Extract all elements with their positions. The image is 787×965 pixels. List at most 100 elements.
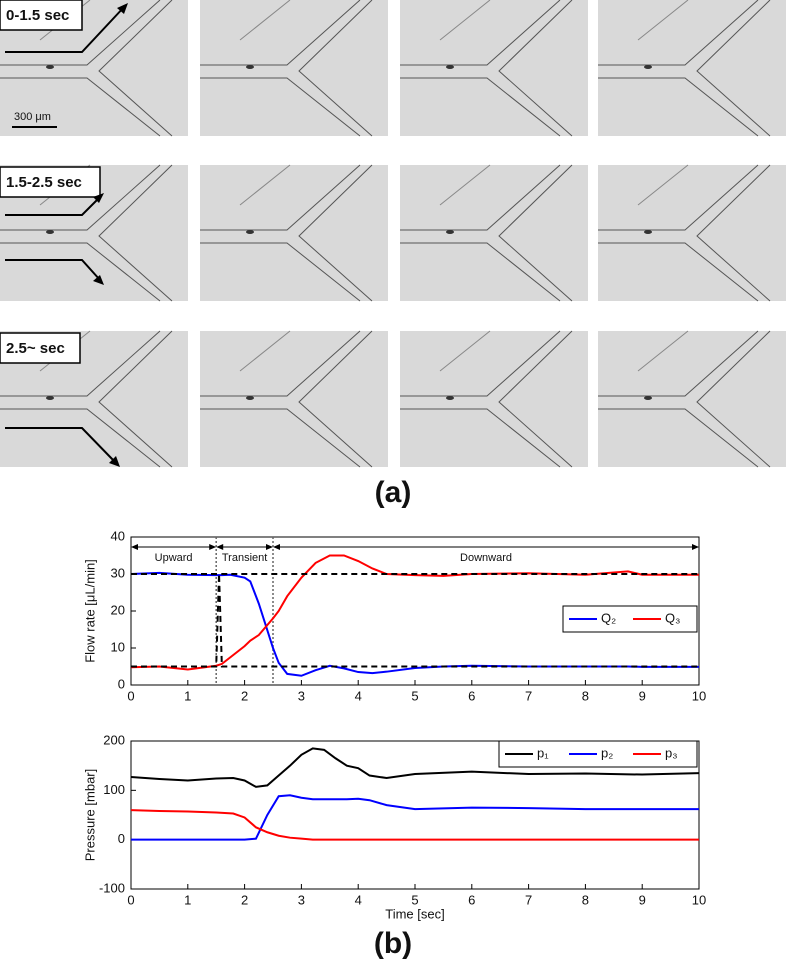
y-tick-label: 200 [103, 732, 125, 747]
channel-wall [439, 164, 491, 206]
channel-wall [598, 408, 759, 468]
arrow-head [93, 275, 104, 285]
particle [46, 65, 54, 69]
label-box [0, 332, 81, 364]
panel-label: (a) [375, 476, 412, 509]
x-tick-label: 2 [241, 688, 248, 703]
channel-wall [400, 164, 561, 231]
channel-wall [637, 330, 689, 372]
channel-wall [200, 77, 361, 137]
particle [644, 65, 652, 69]
channel-wall [0, 0, 161, 66]
scale-label: 300 μm [14, 111, 51, 123]
channel-wall [439, 0, 491, 41]
channel-wall [0, 408, 161, 468]
region-label: Upward [155, 552, 193, 564]
channel-wall [298, 164, 373, 302]
label-box [0, 166, 101, 198]
micrographs [0, 0, 786, 468]
arrow-head [109, 456, 120, 467]
x-tick-label: 4 [355, 688, 362, 703]
channel-wall [0, 77, 161, 137]
channel-wall [0, 164, 161, 231]
y-tick-label: 100 [103, 782, 125, 797]
legend-label: p₂ [601, 745, 613, 760]
x-tick-label: 1 [184, 688, 191, 703]
channel-wall [439, 330, 491, 372]
channel-wall [200, 408, 361, 468]
particle [246, 396, 254, 400]
channel-wall [598, 330, 759, 397]
x-tick-label: 0 [127, 688, 134, 703]
channel-wall [400, 408, 561, 468]
channel-wall [298, 330, 373, 468]
channel-wall [200, 330, 361, 397]
x-tick-label: 3 [298, 892, 305, 907]
series-line [130, 809, 699, 841]
y-tick-label: 0 [118, 676, 125, 691]
row-label: 1.5-2.5 sec [6, 174, 82, 191]
row-label: 2.5~ sec [6, 340, 65, 357]
micrograph [400, 0, 588, 136]
x-tick-label: 4 [355, 892, 362, 907]
channel-wall [498, 0, 573, 137]
row-label-2: 1.5-2.5 sec [0, 166, 101, 198]
x-tick-label: 1 [184, 892, 191, 907]
y-axis-label: Pressure [mbar] [82, 769, 97, 861]
region-label: Downward [460, 552, 512, 564]
x-tick-label: 0 [127, 892, 134, 907]
y-tick-label: 40 [111, 528, 125, 543]
channel-wall [400, 0, 561, 66]
x-tick-label: 6 [468, 688, 475, 703]
channel-wall [598, 0, 759, 66]
channel-wall [598, 77, 759, 137]
region-label: Transient [222, 552, 267, 564]
channel-wall [0, 242, 161, 302]
particle [446, 396, 454, 400]
x-tick-label: 5 [411, 688, 418, 703]
x-tick-label: 9 [639, 688, 646, 703]
row-label-3: 2.5~ sec [0, 332, 81, 364]
legend-label: Q₃ [665, 610, 680, 625]
particle [644, 396, 652, 400]
series-line [130, 554, 699, 671]
reference-line [131, 573, 699, 668]
particle [46, 230, 54, 234]
channel-wall [696, 164, 771, 302]
particle [246, 65, 254, 69]
channel-wall [400, 330, 561, 397]
flow-arrow [5, 259, 101, 281]
channel-wall [696, 0, 771, 137]
channel-wall [98, 0, 173, 137]
particle [46, 396, 54, 400]
micrograph [200, 165, 388, 301]
x-tick-label: 7 [525, 892, 532, 907]
channel-wall [696, 330, 771, 468]
series-line [131, 794, 699, 841]
channel-wall [400, 77, 561, 137]
channel-wall [200, 0, 361, 66]
legend-label: Q₂ [601, 610, 616, 625]
x-tick-label: 8 [582, 892, 589, 907]
micrograph [200, 331, 388, 467]
particle [644, 230, 652, 234]
x-tick-label: 8 [582, 688, 589, 703]
x-tick-label: 6 [468, 892, 475, 907]
arrow-head [216, 544, 273, 550]
channel-wall [239, 0, 291, 41]
y-tick-label: 20 [111, 602, 125, 617]
channel-wall [598, 164, 759, 231]
x-tick-label: 3 [298, 688, 305, 703]
particle [246, 230, 254, 234]
label-box [0, 0, 83, 31]
micrograph [400, 165, 588, 301]
y-axis-label: Flow rate [μL/min] [82, 559, 97, 663]
panel-label: (b) [374, 927, 412, 960]
x-tick-label: 2 [241, 892, 248, 907]
legend-label: p₃ [665, 745, 678, 760]
channel-wall [400, 242, 561, 302]
channel-wall [498, 164, 573, 302]
flow-arrow [5, 196, 101, 216]
